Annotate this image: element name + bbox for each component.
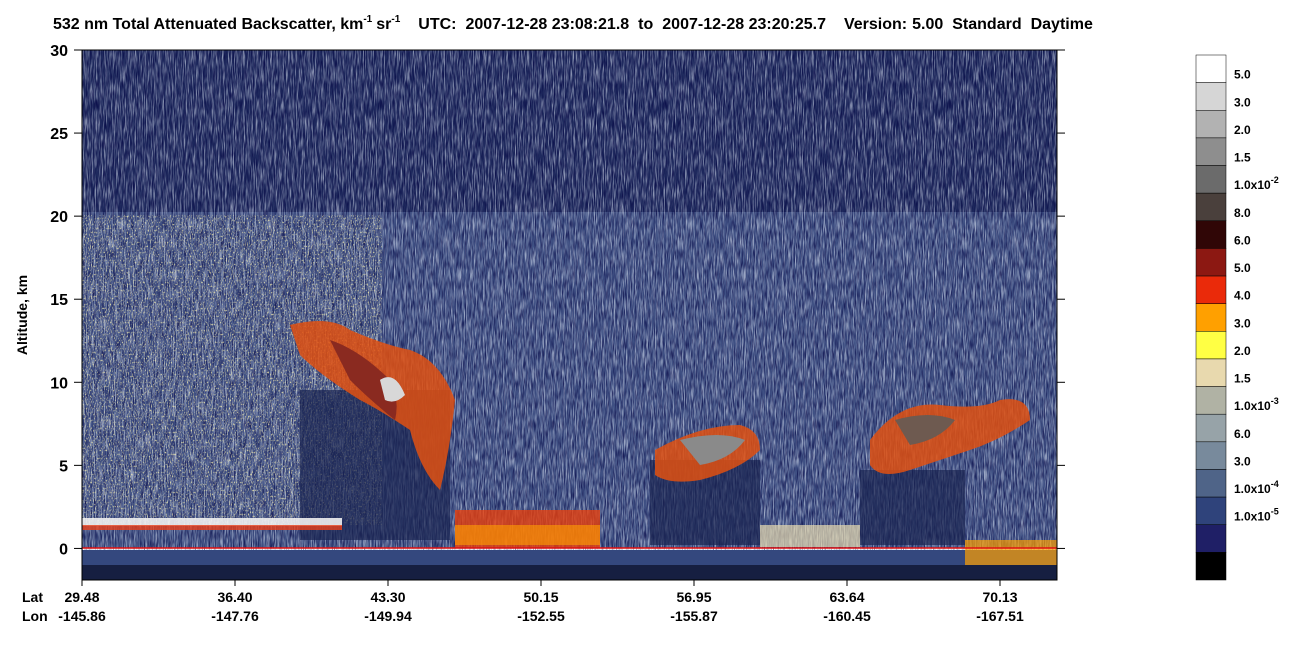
product: Standard bbox=[952, 16, 1021, 33]
colorbar-label-text: 1.0x10 bbox=[1234, 510, 1271, 524]
y-tick-label: 0 bbox=[59, 541, 68, 558]
colorbar-swatch bbox=[1195, 441, 1227, 470]
lon-tick-label: -155.87 bbox=[670, 608, 718, 624]
colorbar-swatch bbox=[1195, 469, 1227, 498]
colorbar-swatch bbox=[1195, 275, 1227, 304]
colorbar-label: 1.0x10-3 bbox=[1234, 396, 1279, 413]
colorbar-label: 1.0x10-5 bbox=[1234, 507, 1279, 524]
colorbar-label: 5.0 bbox=[1234, 68, 1251, 82]
y-tick-label: 25 bbox=[50, 126, 68, 143]
lon-tick-label: -160.45 bbox=[823, 608, 871, 624]
colorbar-swatch bbox=[1195, 165, 1227, 194]
colorbar-swatch bbox=[1195, 110, 1227, 139]
lon-label: Lon bbox=[22, 608, 48, 624]
colorbar-label: 5.0 bbox=[1234, 261, 1251, 275]
colorbar-label: 3.0 bbox=[1234, 95, 1251, 109]
y-tick-label: 15 bbox=[50, 292, 68, 309]
colorbar-label-superscript: -5 bbox=[1271, 507, 1279, 517]
y-tick-label: 10 bbox=[50, 375, 68, 392]
colorbar-label-text: 1.0x10 bbox=[1234, 482, 1271, 496]
colorbar-label: 2.0 bbox=[1234, 123, 1251, 137]
colorbar-label: 1.5 bbox=[1234, 372, 1251, 386]
version: 5.00 bbox=[912, 16, 943, 33]
lon-tick-label: -149.94 bbox=[364, 608, 412, 624]
lon-tick-label: -145.86 bbox=[58, 608, 106, 624]
colorbar-label: 6.0 bbox=[1234, 233, 1251, 247]
colorbar-swatch bbox=[1195, 54, 1227, 83]
title-superscript: -1 bbox=[363, 14, 372, 25]
backscatter-image bbox=[82, 50, 1057, 580]
colorbar-swatch bbox=[1195, 82, 1227, 111]
colorbar-swatch bbox=[1195, 331, 1227, 360]
colorbar-label: 4.0 bbox=[1234, 289, 1251, 303]
colorbar-label: 1.0x10-4 bbox=[1234, 479, 1279, 496]
lon-tick-label: -147.76 bbox=[211, 608, 259, 624]
y-tick-label: 30 bbox=[50, 43, 68, 60]
lon-tick-label: -152.55 bbox=[517, 608, 565, 624]
colorbar-swatch bbox=[1195, 192, 1227, 222]
colorbar-label-superscript: -2 bbox=[1271, 175, 1279, 185]
colorbar-label: 1.0x10-2 bbox=[1234, 175, 1279, 192]
lat-label: Lat bbox=[22, 589, 43, 605]
colorbar-swatch bbox=[1195, 496, 1227, 525]
colorbar-swatch bbox=[1195, 386, 1227, 415]
mode: Daytime bbox=[1031, 16, 1093, 33]
colorbar-swatch bbox=[1195, 248, 1227, 277]
colorbar-swatch bbox=[1195, 358, 1227, 387]
title-superscript: -1 bbox=[391, 14, 400, 25]
lat-tick-label: 43.30 bbox=[370, 589, 405, 605]
colorbar-swatch bbox=[1195, 303, 1227, 332]
lat-tick-label: 63.64 bbox=[829, 589, 864, 605]
colorbar-label-text: 1.0x10 bbox=[1234, 178, 1271, 192]
colorbar-label: 1.5 bbox=[1234, 151, 1251, 165]
colorbar-swatch bbox=[1195, 524, 1227, 553]
colorbar-label: 3.0 bbox=[1234, 316, 1251, 330]
colorbar-label-superscript: -3 bbox=[1271, 396, 1279, 406]
y-tick-label: 20 bbox=[50, 209, 68, 226]
colorbar-label-superscript: -4 bbox=[1271, 479, 1279, 489]
lat-tick-label: 29.48 bbox=[64, 589, 99, 605]
y-axis-label: Altitude, km bbox=[14, 275, 30, 355]
lat-tick-label: 70.13 bbox=[982, 589, 1017, 605]
colorbar-label: 3.0 bbox=[1234, 454, 1251, 468]
colorbar-label: 8.0 bbox=[1234, 206, 1251, 220]
end-time: 2007-12-28 23:20:25.7 bbox=[662, 16, 826, 33]
utc-label: UTC: bbox=[418, 16, 456, 33]
colorbar-swatch bbox=[1195, 137, 1227, 166]
lon-tick-label: -167.51 bbox=[976, 608, 1024, 624]
colorbar-label: 2.0 bbox=[1234, 344, 1251, 358]
colorbar-label: 6.0 bbox=[1234, 427, 1251, 441]
cloud-layer bbox=[290, 321, 1030, 548]
colorbar-swatch bbox=[1195, 552, 1227, 581]
plot-frame bbox=[81, 49, 1058, 581]
start-time: 2007-12-28 23:08:21.8 bbox=[465, 16, 629, 33]
colorbar-swatch bbox=[1195, 413, 1227, 443]
colorbar-swatch bbox=[1195, 220, 1227, 249]
lat-tick-label: 56.95 bbox=[676, 589, 711, 605]
title-text: 532 nm Total Attenuated Backscatter, km bbox=[53, 16, 363, 33]
y-tick-label: 5 bbox=[59, 458, 68, 475]
chart-title: 532 nm Total Attenuated Backscatter, km-… bbox=[53, 14, 1093, 33]
lat-tick-label: 36.40 bbox=[217, 589, 252, 605]
colorbar-label-text: 1.0x10 bbox=[1234, 399, 1271, 413]
title-text: sr bbox=[376, 16, 391, 33]
version-label: Version: bbox=[844, 16, 907, 33]
to-label: to bbox=[638, 16, 653, 33]
lat-tick-label: 50.15 bbox=[523, 589, 558, 605]
